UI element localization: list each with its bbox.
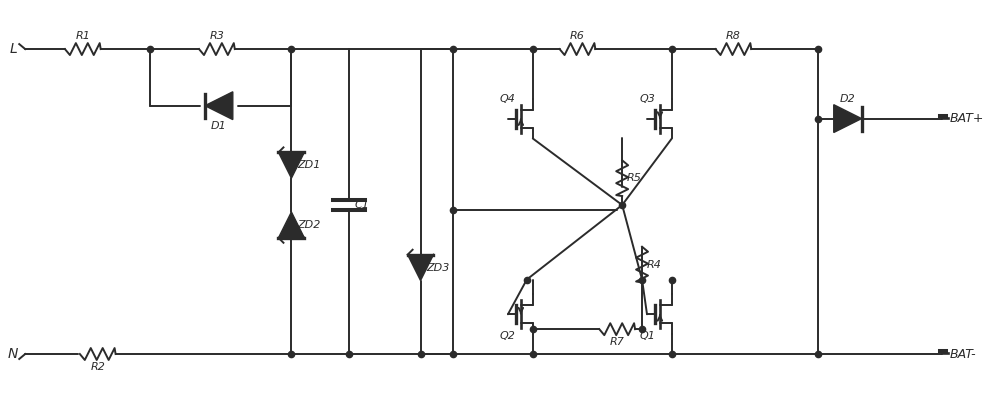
Text: R8: R8 [726,31,741,41]
Text: BAT+: BAT+ [950,112,984,125]
Text: Q3: Q3 [639,94,655,104]
Text: D1: D1 [211,120,227,131]
Polygon shape [408,255,433,281]
Text: R1: R1 [75,31,90,41]
Text: Q4: Q4 [500,94,516,104]
Text: Q2: Q2 [500,331,516,341]
Polygon shape [278,152,304,178]
Polygon shape [205,92,233,120]
Polygon shape [278,212,304,238]
Text: N: N [8,347,18,361]
Text: ZD1: ZD1 [297,160,321,170]
Text: BAT-: BAT- [950,347,977,361]
Text: C1: C1 [355,200,370,210]
Text: R6: R6 [570,31,585,41]
Text: R7: R7 [610,337,625,347]
Text: R4: R4 [647,260,662,270]
Text: ZD2: ZD2 [297,220,321,230]
Text: R5: R5 [627,173,642,183]
Text: R3: R3 [209,31,224,41]
Polygon shape [834,105,862,132]
Text: ZD3: ZD3 [426,263,450,273]
Text: R2: R2 [90,362,105,372]
Text: Q1: Q1 [639,331,655,341]
Text: L: L [9,42,17,56]
Text: D2: D2 [840,94,856,104]
